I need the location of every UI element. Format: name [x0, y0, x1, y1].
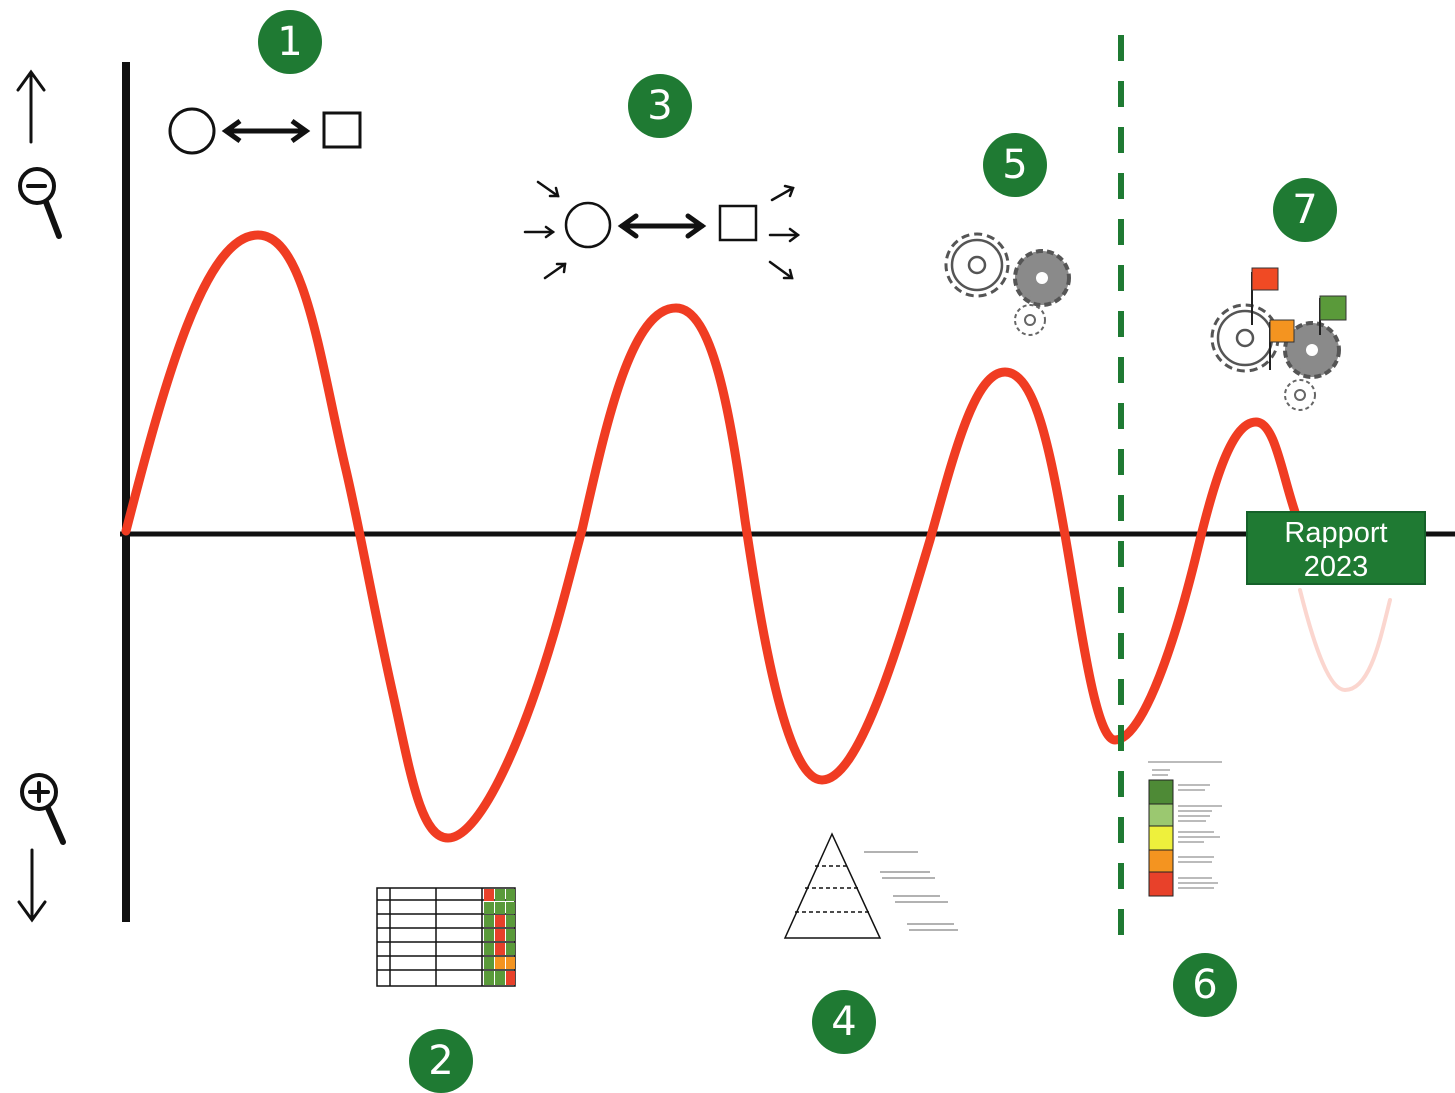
orange-flag	[1269, 319, 1295, 343]
report-label-line2: 2023	[1303, 551, 1369, 583]
impact-indicator-scale-icon	[1148, 761, 1222, 897]
step-badge-2: 2	[409, 1029, 473, 1093]
green-flag	[1319, 295, 1347, 321]
step-badge-6: 6	[1173, 953, 1237, 1017]
faint-wave-continuation	[1298, 588, 1392, 693]
zoom-in-group	[17, 773, 66, 923]
step-badge-5: 5	[983, 133, 1047, 197]
magnifier-plus-icon	[20, 773, 66, 845]
gears-icon	[944, 232, 1071, 336]
report-2023-label: Rapport 2023	[1246, 511, 1426, 585]
circle-arrow-square-icon	[168, 107, 362, 155]
damped-wave-line	[121, 230, 1301, 843]
magnifier-minus-icon	[18, 167, 62, 239]
goal-pyramid-icon	[783, 832, 958, 939]
report-label-line1: Rapport	[1284, 517, 1388, 549]
step-badge-7: 7	[1273, 178, 1337, 242]
step-badge-4: 4	[812, 990, 876, 1054]
matrix-table-icon	[376, 887, 516, 987]
arrow-down-head	[17, 900, 47, 923]
gears-with-flags-icon	[1210, 267, 1347, 411]
zoom-out-group	[16, 69, 62, 239]
circle-arrow-square-with-inputs-outputs-icon	[523, 180, 801, 280]
red-flag	[1251, 267, 1279, 291]
step-badge-1: 1	[258, 10, 322, 74]
step-badge-3: 3	[628, 74, 692, 138]
arrow-up-head	[16, 69, 46, 92]
